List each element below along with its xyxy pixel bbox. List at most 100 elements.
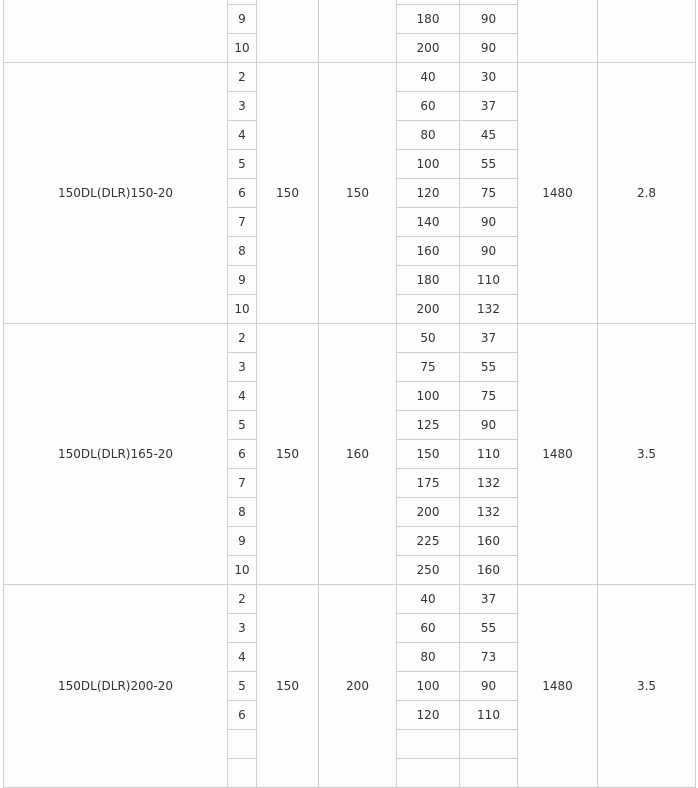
table-row: 3 75 55 <box>4 352 696 382</box>
flow-cell: 50 <box>396 323 460 353</box>
model-cell: 150DL(DLR)150-20 <box>3 62 228 324</box>
spec-table-container: 9 180 90 10 200 90 150DL(DLR)150-20 2 150 150 40 30… <box>3 0 696 788</box>
pump-spec-table: 9 180 90 10 200 90 150DL(DLR)150-20 2 150 150 40 30… <box>3 0 696 788</box>
power-cell: 160 <box>459 555 518 585</box>
power-cell <box>459 758 518 788</box>
speed-cell: 1480 <box>517 323 598 585</box>
param-c-cell <box>597 0 696 63</box>
flow-cell: 180 <box>396 265 460 295</box>
param-b-cell: 150 <box>318 62 397 324</box>
flow-cell: 80 <box>396 120 460 150</box>
flow-cell: 200 <box>396 497 460 527</box>
stage-cell: 2 <box>227 62 257 92</box>
stage-cell: 2 <box>227 323 257 353</box>
flow-cell: 250 <box>396 555 460 585</box>
table-row: 7 175 132 <box>4 468 696 498</box>
power-cell: 55 <box>459 613 518 643</box>
stage-cell: 10 <box>227 294 257 324</box>
stage-cell: 7 <box>227 207 257 237</box>
power-cell: 37 <box>459 91 518 121</box>
stage-cell: 5 <box>227 149 257 179</box>
flow-cell: 60 <box>396 91 460 121</box>
flow-cell: 80 <box>396 642 460 672</box>
flow-cell: 75 <box>396 352 460 382</box>
stage-cell: 4 <box>227 120 257 150</box>
model-cell: 150DL(DLR)165-20 <box>3 323 228 585</box>
stage-cell: 6 <box>227 178 257 208</box>
stage-cell: 3 <box>227 613 257 643</box>
power-cell: 30 <box>459 62 518 92</box>
stage-cell <box>227 758 257 788</box>
param-b-cell <box>318 0 397 63</box>
stage-cell: 10 <box>227 33 257 63</box>
flow-cell: 100 <box>396 149 460 179</box>
stage-cell: 6 <box>227 439 257 469</box>
power-cell: 90 <box>459 236 518 266</box>
table-row: 4 100 75 <box>4 381 696 411</box>
stage-cell: 7 <box>227 468 257 498</box>
power-cell: 132 <box>459 468 518 498</box>
stage-cell: 3 <box>227 352 257 382</box>
param-c-cell: 2.8 <box>597 62 696 324</box>
power-cell: 90 <box>459 671 518 701</box>
model-cell: 150DL(DLR)200-20 <box>3 584 228 788</box>
flow-cell: 100 <box>396 671 460 701</box>
power-cell: 132 <box>459 497 518 527</box>
table-row: 4 80 45 <box>4 120 696 150</box>
table-row: 6 120 75 <box>4 178 696 208</box>
power-cell <box>459 729 518 759</box>
stage-cell: 5 <box>227 410 257 440</box>
table-row: 6 150 110 <box>4 439 696 469</box>
flow-cell: 160 <box>396 236 460 266</box>
stage-cell <box>227 729 257 759</box>
power-cell: 132 <box>459 294 518 324</box>
table-row <box>3 0 696 63</box>
table-row: 10 200 132 <box>4 294 696 324</box>
power-cell: 90 <box>459 410 518 440</box>
power-cell: 110 <box>459 265 518 295</box>
stage-cell: 8 <box>227 236 257 266</box>
param-a-cell <box>256 0 319 63</box>
param-a-cell: 150 <box>256 323 319 585</box>
table-row: 150DL(DLR)165-20 2 150 160 50 37 1480 3.5 <box>3 323 696 585</box>
stage-cell: 4 <box>227 642 257 672</box>
power-cell: 110 <box>459 439 518 469</box>
flow-cell: 120 <box>396 700 460 730</box>
power-cell: 90 <box>459 207 518 237</box>
table-row: 9 180 110 <box>4 265 696 295</box>
stage-cell: 8 <box>227 497 257 527</box>
table-row: 9 180 90 <box>4 4 696 34</box>
power-cell: 90 <box>459 4 518 34</box>
table-row: 10 200 90 <box>4 33 696 63</box>
flow-cell: 120 <box>396 178 460 208</box>
flow-cell: 40 <box>396 584 460 614</box>
table-row: 150DL(DLR)150-20 2 150 150 40 30 1480 2.8 <box>3 62 696 324</box>
param-b-cell: 160 <box>318 323 397 585</box>
stage-cell: 5 <box>227 671 257 701</box>
power-cell: 160 <box>459 526 518 556</box>
power-cell: 55 <box>459 149 518 179</box>
flow-cell: 200 <box>396 294 460 324</box>
table-row: 3 60 37 <box>4 91 696 121</box>
flow-cell: 150 <box>396 439 460 469</box>
speed-cell: 1480 <box>517 62 598 324</box>
table-row: 8 200 132 <box>4 497 696 527</box>
flow-cell: 100 <box>396 381 460 411</box>
model-cell <box>3 0 228 63</box>
table-row: 8 160 90 <box>4 236 696 266</box>
power-cell: 37 <box>459 323 518 353</box>
flow-cell: 175 <box>396 468 460 498</box>
stage-cell: 3 <box>227 91 257 121</box>
param-a-cell: 150 <box>256 584 319 788</box>
param-b-cell: 200 <box>318 584 397 788</box>
power-cell: 75 <box>459 178 518 208</box>
table-row: 3 60 55 <box>4 613 696 643</box>
stage-cell: 4 <box>227 381 257 411</box>
flow-cell: 60 <box>396 613 460 643</box>
flow-cell: 140 <box>396 207 460 237</box>
flow-cell: 200 <box>396 33 460 63</box>
flow-cell: 180 <box>396 4 460 34</box>
power-cell: 75 <box>459 381 518 411</box>
param-a-cell: 150 <box>256 62 319 324</box>
flow-cell: 40 <box>396 62 460 92</box>
